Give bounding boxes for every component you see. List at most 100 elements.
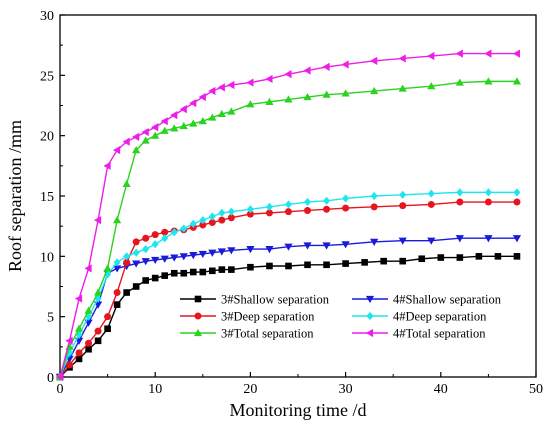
data-point — [475, 253, 483, 260]
y-tick-label: 10 — [40, 250, 54, 265]
data-point — [151, 231, 159, 239]
data-point — [370, 56, 378, 65]
data-point — [84, 264, 92, 273]
data-point — [66, 348, 74, 357]
data-point — [342, 194, 350, 203]
data-point — [246, 210, 254, 218]
data-point — [122, 137, 130, 146]
data-point — [189, 268, 197, 276]
data-point — [170, 111, 178, 120]
data-point — [484, 49, 492, 58]
data-point — [227, 247, 236, 255]
y-tick-label: 5 — [47, 311, 54, 326]
data-point — [208, 113, 217, 121]
data-point — [246, 100, 255, 108]
data-point — [217, 83, 225, 92]
data-point — [208, 212, 216, 221]
data-point — [209, 267, 216, 275]
series-line — [59, 191, 517, 378]
data-point — [380, 257, 387, 265]
x-tick-label: 50 — [529, 382, 543, 397]
data-point — [227, 80, 235, 90]
data-point — [151, 131, 160, 139]
data-point — [113, 301, 121, 308]
data-point — [160, 126, 169, 134]
data-point — [228, 266, 235, 273]
data-point — [322, 90, 331, 98]
data-point — [342, 204, 350, 212]
data-point — [141, 127, 149, 137]
data-point — [142, 244, 150, 254]
data-point — [455, 78, 464, 86]
legend-label: 3#Total separation — [221, 327, 314, 341]
legend-item: 3#Total separation — [180, 327, 314, 341]
data-point — [322, 242, 331, 250]
data-point — [179, 253, 188, 261]
data-point — [161, 272, 169, 279]
data-point — [218, 208, 226, 217]
data-point — [398, 237, 407, 245]
legend: 3#Shallow separation 4#Shallow separation… — [180, 293, 502, 341]
data-point — [132, 283, 140, 290]
legend-label: 3#Deep separation — [221, 310, 315, 324]
data-point — [189, 98, 197, 108]
data-point — [104, 325, 111, 333]
data-point — [198, 92, 206, 102]
data-point — [398, 54, 406, 63]
data-point — [398, 84, 407, 92]
data-point — [246, 78, 254, 87]
series-layer — [55, 49, 522, 382]
data-point — [427, 237, 436, 245]
data-point — [94, 337, 102, 345]
series-4 — [55, 77, 522, 381]
data-point — [65, 336, 73, 345]
data-point — [141, 258, 150, 266]
data-point — [132, 132, 140, 141]
data-point — [84, 306, 93, 314]
y-axis-title: Roof separation /mm — [5, 120, 25, 272]
data-point — [161, 234, 169, 243]
legend-marker — [365, 295, 375, 304]
x-tick-label: 0 — [57, 382, 64, 397]
legend-marker — [193, 328, 203, 337]
data-point — [370, 86, 379, 95]
data-point — [303, 92, 312, 101]
data-point — [227, 214, 235, 222]
data-point — [304, 261, 311, 269]
data-point — [418, 255, 426, 263]
data-point — [85, 339, 93, 347]
data-point — [161, 228, 169, 236]
data-point — [513, 253, 521, 260]
series-2 — [56, 198, 521, 381]
y-tick-label: 25 — [40, 69, 54, 84]
data-point — [208, 249, 217, 257]
data-point — [142, 234, 150, 242]
y-tick-label: 30 — [40, 9, 54, 24]
data-point — [218, 216, 226, 224]
data-point — [513, 188, 521, 197]
data-point — [341, 241, 350, 249]
legend-item: 3#Shallow separation — [180, 293, 330, 307]
data-point — [94, 294, 102, 303]
data-point — [74, 324, 84, 332]
data-point — [265, 97, 274, 105]
data-point — [199, 221, 207, 229]
data-point — [370, 191, 378, 201]
data-point — [75, 349, 83, 357]
data-point — [198, 117, 207, 125]
data-point — [160, 255, 169, 263]
data-point — [484, 77, 493, 85]
data-point — [427, 200, 435, 208]
data-point — [151, 256, 160, 265]
data-point — [427, 189, 435, 198]
data-point — [189, 219, 197, 228]
data-point — [170, 124, 179, 132]
data-point — [484, 198, 492, 206]
data-point — [322, 62, 330, 71]
data-point — [484, 188, 492, 197]
data-point — [303, 242, 312, 250]
data-point — [265, 202, 273, 211]
data-point — [132, 146, 141, 154]
series-line — [59, 255, 517, 378]
data-point — [113, 265, 122, 273]
